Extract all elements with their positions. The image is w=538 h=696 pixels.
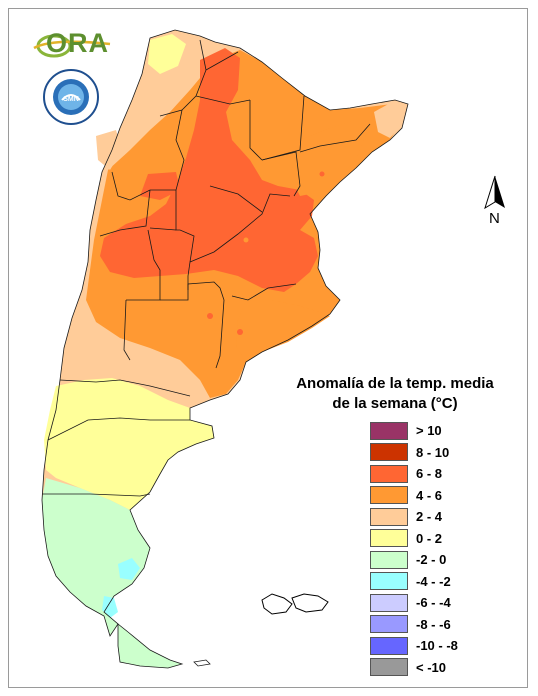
legend-title-line1: Anomalía de la temp. media — [296, 375, 494, 392]
legend-swatch — [370, 636, 408, 655]
legend-label: -4 - -2 — [416, 573, 451, 589]
ora-swoosh-icon — [33, 34, 111, 58]
map-frame — [8, 8, 528, 688]
legend-item: < -10 — [370, 657, 458, 679]
region-neg2-0 — [42, 478, 150, 636]
legend-label: 6 - 8 — [416, 466, 443, 482]
legend-item: 4 - 6 — [370, 485, 458, 507]
legend-item: -2 - 0 — [370, 549, 458, 571]
legend-label: 2 - 4 — [416, 509, 443, 525]
legend-title: Anomalía de la temp. media de la semana … — [290, 374, 500, 414]
region-4-6 — [236, 300, 330, 362]
legend-label: -10 - -8 — [416, 638, 458, 654]
legend-label: 0 - 2 — [416, 530, 443, 546]
legend-label: > 10 — [416, 423, 442, 439]
legend-label: -8 - -6 — [416, 616, 451, 632]
legend-swatch — [370, 572, 408, 591]
north-arrow-icon — [484, 175, 505, 210]
region-2-4 — [148, 34, 186, 74]
legend-item: 2 - 4 — [370, 506, 458, 528]
legend-label: -6 - -4 — [416, 595, 451, 611]
anomaly-spot — [319, 171, 325, 177]
region-neg4-neg2 — [102, 596, 118, 618]
anomaly-spot — [243, 237, 249, 243]
ora-logo: ORA — [32, 26, 112, 62]
smn-logo: SMN — [42, 68, 100, 126]
anomaly-spot — [237, 329, 243, 335]
legend-item: -10 - -8 — [370, 635, 458, 657]
legend-swatch — [370, 529, 408, 548]
isla-de-los-estados — [193, 659, 211, 667]
malvinas-islands — [261, 593, 329, 615]
north-label: N — [489, 210, 500, 227]
legend-swatch — [370, 486, 408, 505]
legend-swatch — [370, 550, 408, 569]
legend-label: 8 - 10 — [416, 444, 450, 460]
province-borders — [41, 29, 409, 637]
ora-logo-text: ORA — [46, 28, 109, 58]
north-arrow: N — [481, 174, 511, 230]
region-6-8 — [100, 48, 318, 292]
region-0-2 — [44, 378, 214, 510]
svg-text:SMN: SMN — [63, 96, 79, 103]
legend-item: -6 - -4 — [370, 592, 458, 614]
region-neg4-neg2 — [118, 558, 140, 580]
legend-swatch — [370, 464, 408, 483]
legend-label: < -10 — [416, 659, 446, 675]
legend-swatch — [370, 443, 408, 462]
legend-swatch — [370, 658, 408, 677]
legend-item: 8 - 10 — [370, 442, 458, 464]
legend-item: 6 - 8 — [370, 463, 458, 485]
region-2-4 — [374, 102, 408, 138]
legend-swatch — [370, 421, 408, 440]
legend-swatch — [370, 615, 408, 634]
legend-label: -2 - 0 — [416, 552, 447, 568]
anomaly-spot — [207, 313, 213, 319]
legend-label: 4 - 6 — [416, 487, 443, 503]
smn-seal-icon: SMN — [43, 69, 99, 125]
legend-item: > 10 — [370, 420, 458, 442]
legend-item: -8 - -6 — [370, 614, 458, 636]
legend-item: 0 - 2 — [370, 528, 458, 550]
legend: > 10 8 - 10 6 - 8 4 - 6 2 - 4 0 - 2 -2 - 0 -4 -… — [370, 420, 458, 678]
legend-swatch — [370, 507, 408, 526]
region-4-6 — [290, 120, 368, 196]
tierra-del-fuego — [117, 623, 184, 669]
legend-item: -4 - -2 — [370, 571, 458, 593]
legend-swatch — [370, 593, 408, 612]
legend-title-line2: de la semana (°C) — [332, 395, 458, 412]
